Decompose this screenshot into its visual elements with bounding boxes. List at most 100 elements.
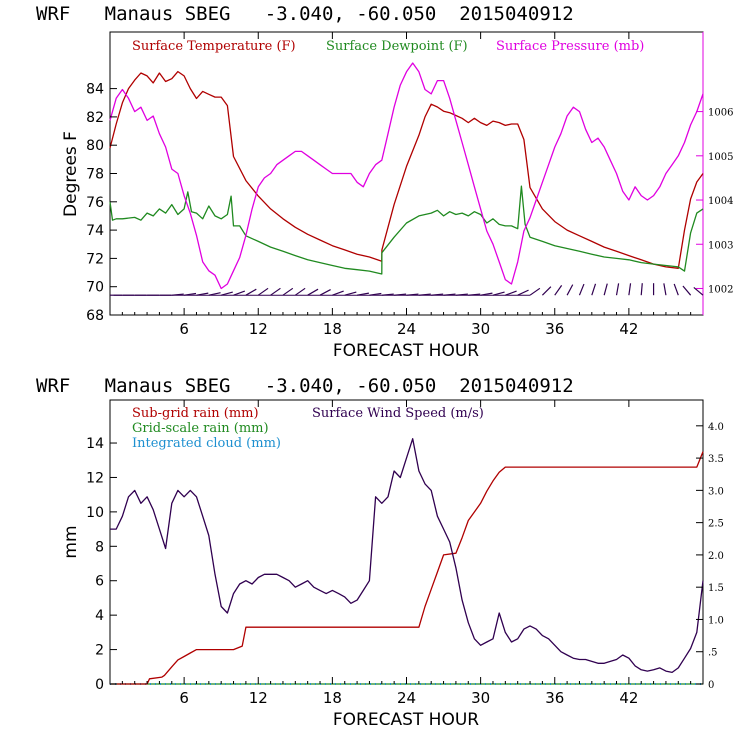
- y-tick-label: 74: [86, 223, 104, 239]
- y-tick-label: 12: [86, 470, 104, 486]
- y-tick-label: 6: [95, 574, 104, 590]
- panel2-title: WRF Manaus SBEG -3.040, -60.050 20150409…: [36, 375, 574, 397]
- x-tick-label: 24: [397, 689, 416, 707]
- y2-tick-label: 2.5: [708, 519, 724, 530]
- y-tick-label: 8: [95, 539, 104, 555]
- y2-tick-label: 4.0: [708, 422, 724, 433]
- y-tick-label: 80: [86, 138, 104, 154]
- panel1-wind-barbs: [110, 283, 704, 296]
- y-tick-label: 10: [86, 505, 104, 521]
- y2-tick-label: .5: [708, 648, 718, 659]
- wind-barb: [245, 288, 257, 296]
- surface-dewpoint-line: [109, 185, 704, 275]
- wind-barb: [566, 284, 574, 296]
- surface-temperature-line: [109, 70, 704, 269]
- y-tick-label: 4: [95, 608, 104, 624]
- panel2-axes: 6 12 18 24 30 36 42024681012140.51.01.52.02.53…: [86, 400, 724, 707]
- x-tick-label: 12: [249, 689, 268, 707]
- surface-wind-speed-line: [110, 438, 704, 674]
- y2-tick-label: 3.5: [708, 454, 724, 465]
- legend-surface-temperature: Surface Temperature (F): [132, 39, 296, 54]
- wind-barb: [663, 283, 667, 296]
- y2-tick-label: 1006: [708, 108, 733, 119]
- y2-tick-label: 1002: [708, 284, 733, 295]
- wind-barb: [615, 283, 620, 296]
- legend-surface-pressure: Surface Pressure (mb): [496, 39, 644, 54]
- y-tick-label: 70: [86, 280, 104, 296]
- legend-surface-dewpoint: Surface Dewpoint (F): [326, 39, 468, 54]
- y2-tick-label: 2.0: [708, 551, 724, 562]
- legend-subgrid-rain: Sub-grid rain (mm): [132, 406, 259, 421]
- y-tick-label: 78: [86, 167, 104, 183]
- wind-barb: [492, 291, 505, 296]
- y2-tick-label: 1004: [708, 196, 733, 207]
- wind-barb: [233, 290, 246, 296]
- wind-barb: [578, 283, 585, 296]
- panel1-series-group: [109, 62, 704, 290]
- legend-gridscale-rain: Grid-scale rain (mm): [132, 421, 269, 436]
- wind-barb: [603, 283, 608, 296]
- x-tick-label: 18: [323, 689, 342, 707]
- wind-barb: [294, 287, 306, 296]
- wind-barb: [682, 285, 692, 296]
- panel1-xlabel: FORECAST HOUR: [333, 341, 479, 361]
- wind-barb: [505, 290, 517, 296]
- wind-barb: [307, 288, 319, 296]
- legend-integrated-cloud: Integrated cloud (mm): [132, 436, 281, 451]
- wind-barb: [221, 291, 233, 296]
- x-tick-label: 6: [179, 689, 189, 707]
- panel2-series-group: [110, 438, 704, 685]
- panel1-title: WRF Manaus SBEG -3.040, -60.050 20150409…: [36, 3, 574, 25]
- x-tick-label: 36: [545, 689, 564, 707]
- x-tick-label: 24: [397, 320, 416, 338]
- y-tick-label: 68: [86, 308, 104, 324]
- wind-barb: [319, 289, 331, 296]
- y2-tick-label: 1005: [708, 152, 733, 163]
- x-tick-label: 18: [323, 320, 342, 338]
- wind-barb: [554, 285, 563, 296]
- surface-pressure-line: [109, 62, 704, 290]
- y2-tick-label: 1.0: [708, 615, 724, 626]
- wind-barb: [591, 283, 597, 296]
- wind-barb: [332, 290, 344, 296]
- wind-barb: [529, 287, 541, 296]
- temperature-panel: WRF Manaus SBEG -3.040, -60.050 20150409…: [36, 3, 733, 361]
- y-tick-label: 2: [95, 643, 104, 659]
- precipitation-panel: WRF Manaus SBEG -3.040, -60.050 20150409…: [36, 375, 724, 730]
- x-tick-label: 30: [471, 689, 490, 707]
- y-tick-label: 84: [86, 82, 104, 98]
- wind-barb: [257, 287, 269, 296]
- sub-grid-rain-line: [110, 451, 704, 685]
- x-tick-label: 30: [471, 320, 490, 338]
- wind-barb: [673, 283, 679, 296]
- y2-tick-label: 1003: [708, 240, 733, 251]
- x-tick-label: 6: [179, 320, 189, 338]
- wind-barb: [282, 287, 294, 296]
- x-tick-label: 42: [619, 689, 638, 707]
- wind-barb: [541, 286, 552, 296]
- panel1-axes: 6 12 18 24 30 36 42 68 70 72 74 76 78 80 82 84 1002 1003 1…: [86, 32, 733, 338]
- x-tick-label: 36: [545, 320, 564, 338]
- wind-barb: [693, 287, 704, 296]
- wind-barb: [344, 291, 357, 296]
- y-tick-label: 72: [86, 251, 104, 267]
- y-tick-label: 82: [86, 110, 104, 126]
- y-tick-label: 76: [86, 195, 104, 211]
- wind-barb: [628, 283, 632, 296]
- wind-barb: [270, 287, 281, 296]
- legend-surface-wind-speed: Surface Wind Speed (m/s): [312, 406, 484, 421]
- y-tick-label: 0: [95, 677, 104, 693]
- y2-tick-label: 3.0: [708, 486, 724, 497]
- x-tick-label: 12: [249, 320, 268, 338]
- wind-barb: [517, 289, 529, 296]
- y-tick-label: 14: [86, 436, 104, 452]
- panel2-xlabel: FORECAST HOUR: [333, 710, 479, 730]
- x-tick-label: 42: [619, 320, 638, 338]
- y2-tick-label: 1.5: [708, 583, 724, 594]
- y2-tick-label: 0: [708, 680, 714, 691]
- panel1-ylabel: Degrees F: [61, 131, 81, 217]
- wind-barb: [640, 283, 643, 296]
- panel1-frame: [109, 31, 704, 316]
